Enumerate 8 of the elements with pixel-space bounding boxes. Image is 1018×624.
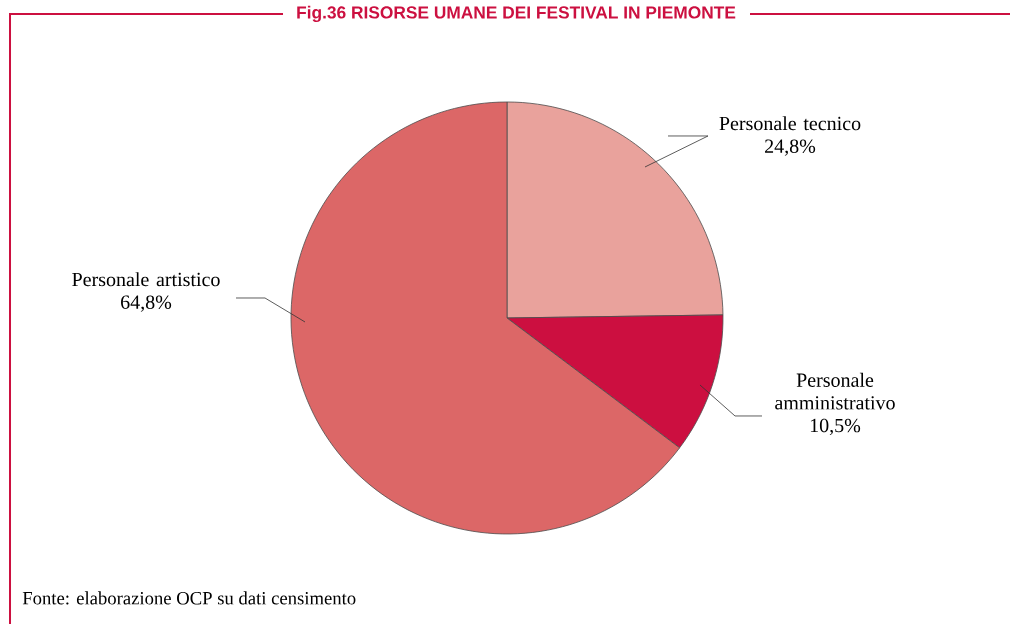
chart-title: Fig.36 RISORSE UMANE DEI FESTIVAL IN PIEMONTE — [297, 5, 736, 23]
slice-label: Personale tecnico — [719, 116, 861, 131]
data-label: 64,8% — [121, 295, 172, 312]
data-label: 24,8% — [765, 139, 816, 156]
slice-label: Personale artistico — [72, 272, 220, 287]
slice-label: Personale amministrativo — [775, 372, 895, 410]
data-label: 10,5% — [810, 418, 861, 436]
source-note: Fonte: elaborazione OCP su dati censimento — [22, 591, 356, 605]
